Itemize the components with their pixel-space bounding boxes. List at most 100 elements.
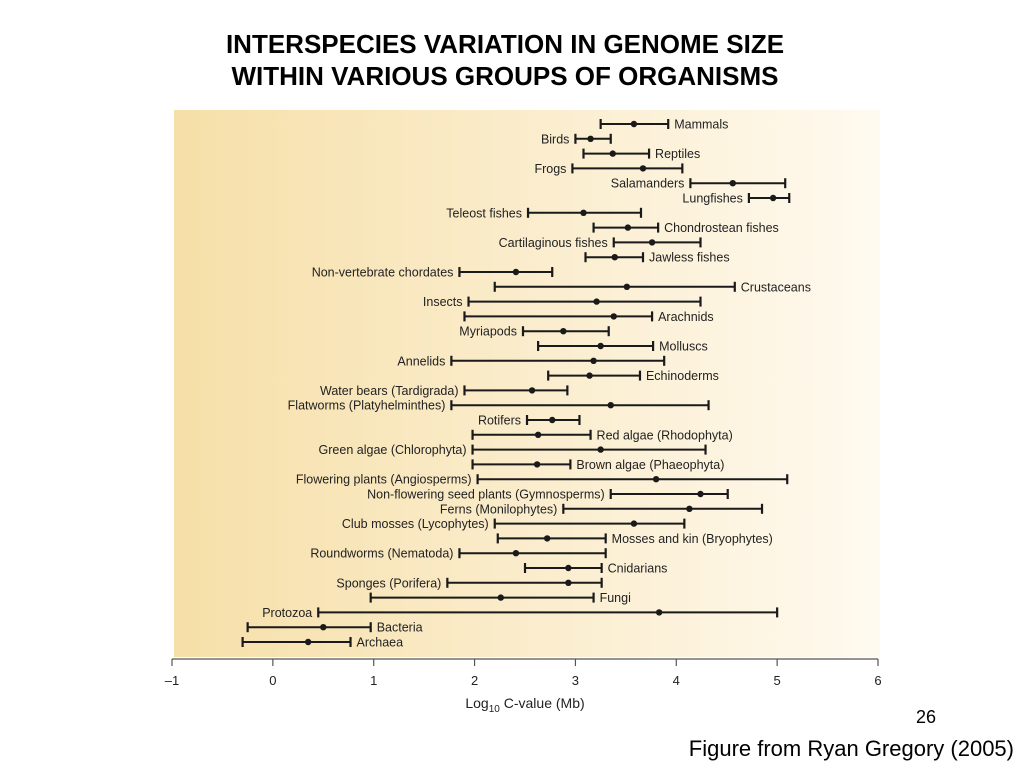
- mean-point: [565, 579, 572, 586]
- group-label: Red algae (Rhodophyta): [597, 428, 733, 442]
- mean-point: [534, 431, 542, 438]
- mean-point: [623, 283, 631, 290]
- mean-point: [769, 194, 777, 202]
- group-label: Molluscs: [659, 340, 708, 354]
- mean-point: [630, 120, 638, 128]
- mean-point: [597, 446, 604, 453]
- group-label: Sponges (Porifera): [336, 576, 441, 590]
- data-row: Fungi: [369, 591, 631, 605]
- data-row: Arachnids: [463, 310, 714, 324]
- data-row: Flatworms (Platyhelminthes): [288, 399, 710, 413]
- mean-point: [697, 490, 704, 498]
- mean-point: [586, 372, 593, 379]
- group-label: Annelids: [397, 354, 445, 368]
- data-row: Insects: [423, 295, 702, 309]
- mean-point: [610, 313, 617, 320]
- data-row: Brown algae (Phaeophyta): [471, 458, 724, 472]
- data-row: Flowering plants (Angiosperms): [296, 473, 789, 487]
- group-label: Brown algae (Phaeophyta): [576, 458, 724, 472]
- mean-point: [639, 165, 647, 172]
- mean-point: [587, 135, 594, 142]
- mean-point: [549, 416, 556, 424]
- x-tick-label: 5: [774, 673, 781, 688]
- x-tick-label: 1: [370, 673, 377, 688]
- mean-point: [590, 357, 597, 364]
- group-label: Arachnids: [658, 310, 714, 324]
- group-label: Birds: [541, 132, 569, 146]
- data-row: Molluscs: [537, 340, 708, 354]
- group-label: Chondrostean fishes: [664, 221, 779, 235]
- x-tick-label: 3: [572, 673, 579, 688]
- data-row: Club mosses (Lycophytes): [342, 517, 686, 531]
- slide-title: INTERSPECIES VARIATION IN GENOME SIZE WI…: [0, 28, 1010, 92]
- mean-point: [512, 268, 520, 276]
- group-label: Lungfishes: [682, 192, 742, 206]
- data-row: Roundworms (Nematoda): [310, 547, 607, 561]
- data-row: Annelids: [397, 354, 666, 368]
- mean-point: [580, 209, 587, 216]
- data-row: Ferns (Monilophytes): [440, 502, 764, 516]
- mean-point: [607, 402, 614, 409]
- x-axis-title-suffix: C-value (Mb): [500, 695, 585, 711]
- data-row: Mosses and kin (Bryophytes): [496, 532, 773, 546]
- mean-point: [320, 624, 327, 631]
- data-row: Green algae (Chlorophyta): [319, 443, 707, 457]
- data-row: Reptiles: [582, 147, 700, 161]
- x-tick-label: 0: [269, 673, 276, 688]
- data-row: Rotifers: [478, 414, 581, 428]
- group-label: Myriapods: [459, 325, 517, 339]
- mean-point: [533, 461, 541, 468]
- data-row: Cartilaginous fishes: [499, 236, 702, 250]
- mean-point: [624, 224, 632, 231]
- mean-point: [652, 476, 660, 483]
- group-label: Insects: [423, 295, 463, 309]
- group-label: Mosses and kin (Bryophytes): [612, 532, 773, 546]
- data-row: Archaea: [241, 636, 404, 650]
- group-label: Non-vertebrate chordates: [312, 266, 454, 280]
- x-tick-label: 2: [471, 673, 478, 688]
- group-label: Protozoa: [262, 606, 312, 620]
- mean-point: [630, 520, 638, 527]
- group-label: Flowering plants (Angiosperms): [296, 473, 472, 487]
- x-tick-label: 4: [673, 673, 680, 688]
- x-tick-label: 6: [874, 673, 881, 688]
- mean-point: [655, 609, 663, 616]
- data-row: Sponges (Porifera): [336, 576, 603, 590]
- data-row: Red algae (Rhodophyta): [471, 428, 733, 442]
- title-line-1: INTERSPECIES VARIATION IN GENOME SIZE: [225, 29, 785, 59]
- x-axis-title-prefix: Log: [465, 695, 488, 711]
- group-label: Bacteria: [377, 621, 423, 635]
- group-label: Green algae (Chlorophyta): [319, 443, 467, 457]
- data-row: Non-flowering seed plants (Gymnosperms): [367, 488, 729, 502]
- data-row: Chondrostean fishes: [592, 221, 779, 235]
- x-axis-title: Log10 C-value (Mb): [465, 695, 584, 715]
- data-row: Lungfishes: [682, 192, 791, 206]
- figure-caption: Figure from Ryan Gregory (2005): [688, 736, 1014, 761]
- group-label: Crustaceans: [741, 280, 811, 294]
- group-label: Roundworms (Nematoda): [310, 547, 453, 561]
- data-row: Salamanders: [611, 177, 787, 191]
- mean-point: [528, 387, 536, 394]
- group-label: Cnidarians: [608, 562, 668, 576]
- group-label: Teleost fishes: [446, 206, 522, 220]
- group-label: Club mosses (Lycophytes): [342, 517, 489, 531]
- mean-point: [597, 342, 604, 350]
- data-row: Jawless fishes: [584, 251, 730, 265]
- group-label: Frogs: [534, 162, 566, 176]
- group-label: Mammals: [674, 118, 728, 132]
- x-tick-label: –1: [165, 673, 179, 688]
- title-line-2: WITHIN VARIOUS GROUPS OF ORGANISMS: [231, 61, 779, 91]
- group-label: Rotifers: [478, 414, 521, 428]
- group-label: Non-flowering seed plants (Gymnosperms): [367, 488, 605, 502]
- group-label: Ferns (Monilophytes): [440, 502, 557, 516]
- data-row: Frogs: [534, 162, 684, 176]
- group-label: Fungi: [600, 591, 631, 605]
- group-label: Cartilaginous fishes: [499, 236, 608, 250]
- mean-point: [497, 594, 504, 601]
- data-row: Teleost fishes: [446, 206, 643, 220]
- mean-point: [565, 564, 572, 572]
- data-row: Cnidarians: [523, 562, 668, 576]
- group-label: Archaea: [357, 636, 404, 650]
- mean-point: [686, 505, 693, 512]
